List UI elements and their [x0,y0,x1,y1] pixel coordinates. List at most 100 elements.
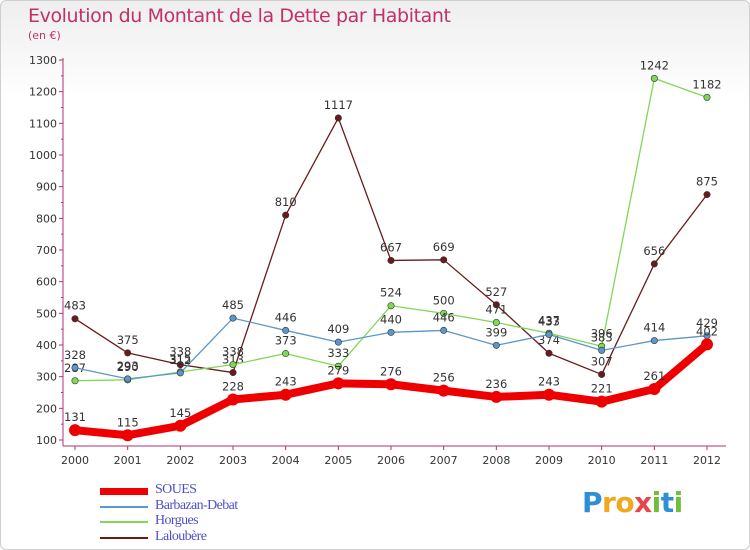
data-label-barbazan-debat: 429 [696,316,718,330]
legend-item-laloubere: Laloubère [100,529,360,545]
y-tick-label: 800 [36,212,57,225]
data-point-soues [121,429,134,442]
data-point-laloub-re [598,370,606,378]
chart-title: Evolution du Montant de la Dette par Hab… [28,5,451,27]
y-tick-label: 1100 [29,117,57,130]
data-label-laloub-re: 1117 [324,98,353,112]
data-label-barbazan-debat: 293 [117,359,139,373]
data-label-laloub-re: 810 [275,195,297,209]
data-label-barbazan-debat: 312 [169,353,191,367]
data-label-soues: 256 [433,371,455,385]
x-tick-label: 2005 [324,454,352,467]
data-label-horgues: 290 [117,360,139,374]
data-label-laloub-re: 667 [380,240,402,254]
data-label-laloub-re: 483 [64,299,86,313]
data-label-soues: 402 [696,324,718,338]
data-label-laloub-re: 669 [433,240,455,254]
data-point-laloub-re [492,301,500,309]
data-point-soues [69,424,81,437]
x-tick-label: 2002 [166,454,194,467]
x-tick-label: 2006 [377,454,405,467]
data-label-laloub-re: 527 [485,285,507,299]
data-point-barbazan-debat [124,375,132,383]
data-label-laloub-re: 338 [169,345,191,359]
legend-swatch-soues [100,488,148,495]
y-tick-label: 900 [36,181,57,194]
logo-letter: i [651,486,662,519]
data-label-soues: 243 [538,375,560,389]
data-point-soues [227,393,239,406]
data-label-barbazan-debat: 409 [327,322,349,336]
data-point-horgues [71,377,79,385]
data-point-laloub-re [440,256,448,264]
data-point-soues [332,377,345,390]
proxiti-logo: Proxiti [582,486,683,519]
legend-swatch-horgues [100,521,148,523]
data-label-soues: 279 [327,363,349,377]
data-label-barbazan-debat: 433 [538,315,560,329]
legend-label-barbazan-debat: Barbazan-Debat [155,498,238,513]
data-label-barbazan-debat: 328 [64,348,86,362]
legend-swatch-barbazan-debat [100,506,148,508]
logo-letter: t [660,486,674,519]
data-point-horgues [650,74,658,82]
data-label-laloub-re: 307 [591,354,613,368]
x-tick-label: 2009 [535,454,563,467]
data-point-laloub-re [282,211,290,219]
x-tick-label: 2004 [272,454,300,467]
legend-label-soues: SOUES [155,482,197,497]
data-label-barbazan-debat: 414 [643,321,665,335]
legend-swatch-laloubere [100,537,148,539]
data-point-laloub-re [650,260,658,268]
data-point-soues [174,419,187,432]
data-label-horgues: 333 [327,346,349,360]
legend-label-laloubere: Laloubère [155,529,207,544]
data-point-soues [701,338,713,351]
data-point-soues [385,378,397,391]
data-point-barbazan-debat [229,314,237,322]
data-label-barbazan-debat: 399 [485,325,507,339]
data-label-horgues: 500 [433,293,455,307]
y-tick-label: 300 [36,371,57,384]
data-point-laloub-re [387,256,395,264]
y-tick-label: 1000 [29,149,57,162]
legend-item-soues: SOUES [100,482,360,498]
data-label-barbazan-debat: 446 [433,310,455,324]
data-point-soues [490,390,503,403]
data-label-soues: 236 [485,377,507,391]
data-label-soues: 145 [169,406,191,420]
y-tick-label: 700 [36,244,57,257]
data-point-horgues [492,319,500,327]
chart-unit: (en €) [28,29,61,42]
x-tick-label: 2010 [588,454,616,467]
data-label-barbazan-debat: 485 [222,298,244,312]
data-point-laloub-re [229,369,237,377]
data-point-barbazan-debat [282,326,290,334]
data-point-barbazan-debat [71,364,79,372]
x-tick-label: 2008 [482,454,510,467]
data-point-soues [595,395,608,408]
data-point-barbazan-debat [176,369,184,377]
data-point-barbazan-debat [334,338,342,346]
data-point-horgues [229,361,237,369]
data-label-horgues: 373 [275,334,297,348]
x-tick-label: 2007 [430,454,458,467]
data-point-barbazan-debat [650,337,658,345]
data-label-horgues: 396 [591,326,613,340]
data-label-horgues: 524 [380,286,402,300]
logo-letter: r [602,486,616,519]
data-label-horgues: 1182 [692,77,721,91]
data-point-barbazan-debat [387,328,395,336]
y-tick-label: 400 [36,339,57,352]
logo-letter: P [582,486,603,519]
x-tick-label: 2003 [219,454,247,467]
data-point-soues [648,383,661,396]
y-tick-label: 100 [36,434,57,447]
data-point-laloub-re [334,114,342,122]
data-label-laloub-re: 656 [643,244,665,258]
y-tick-label: 600 [36,276,57,289]
data-point-horgues [282,350,290,358]
logo-letter: x [634,486,652,519]
data-label-soues: 221 [591,382,613,396]
